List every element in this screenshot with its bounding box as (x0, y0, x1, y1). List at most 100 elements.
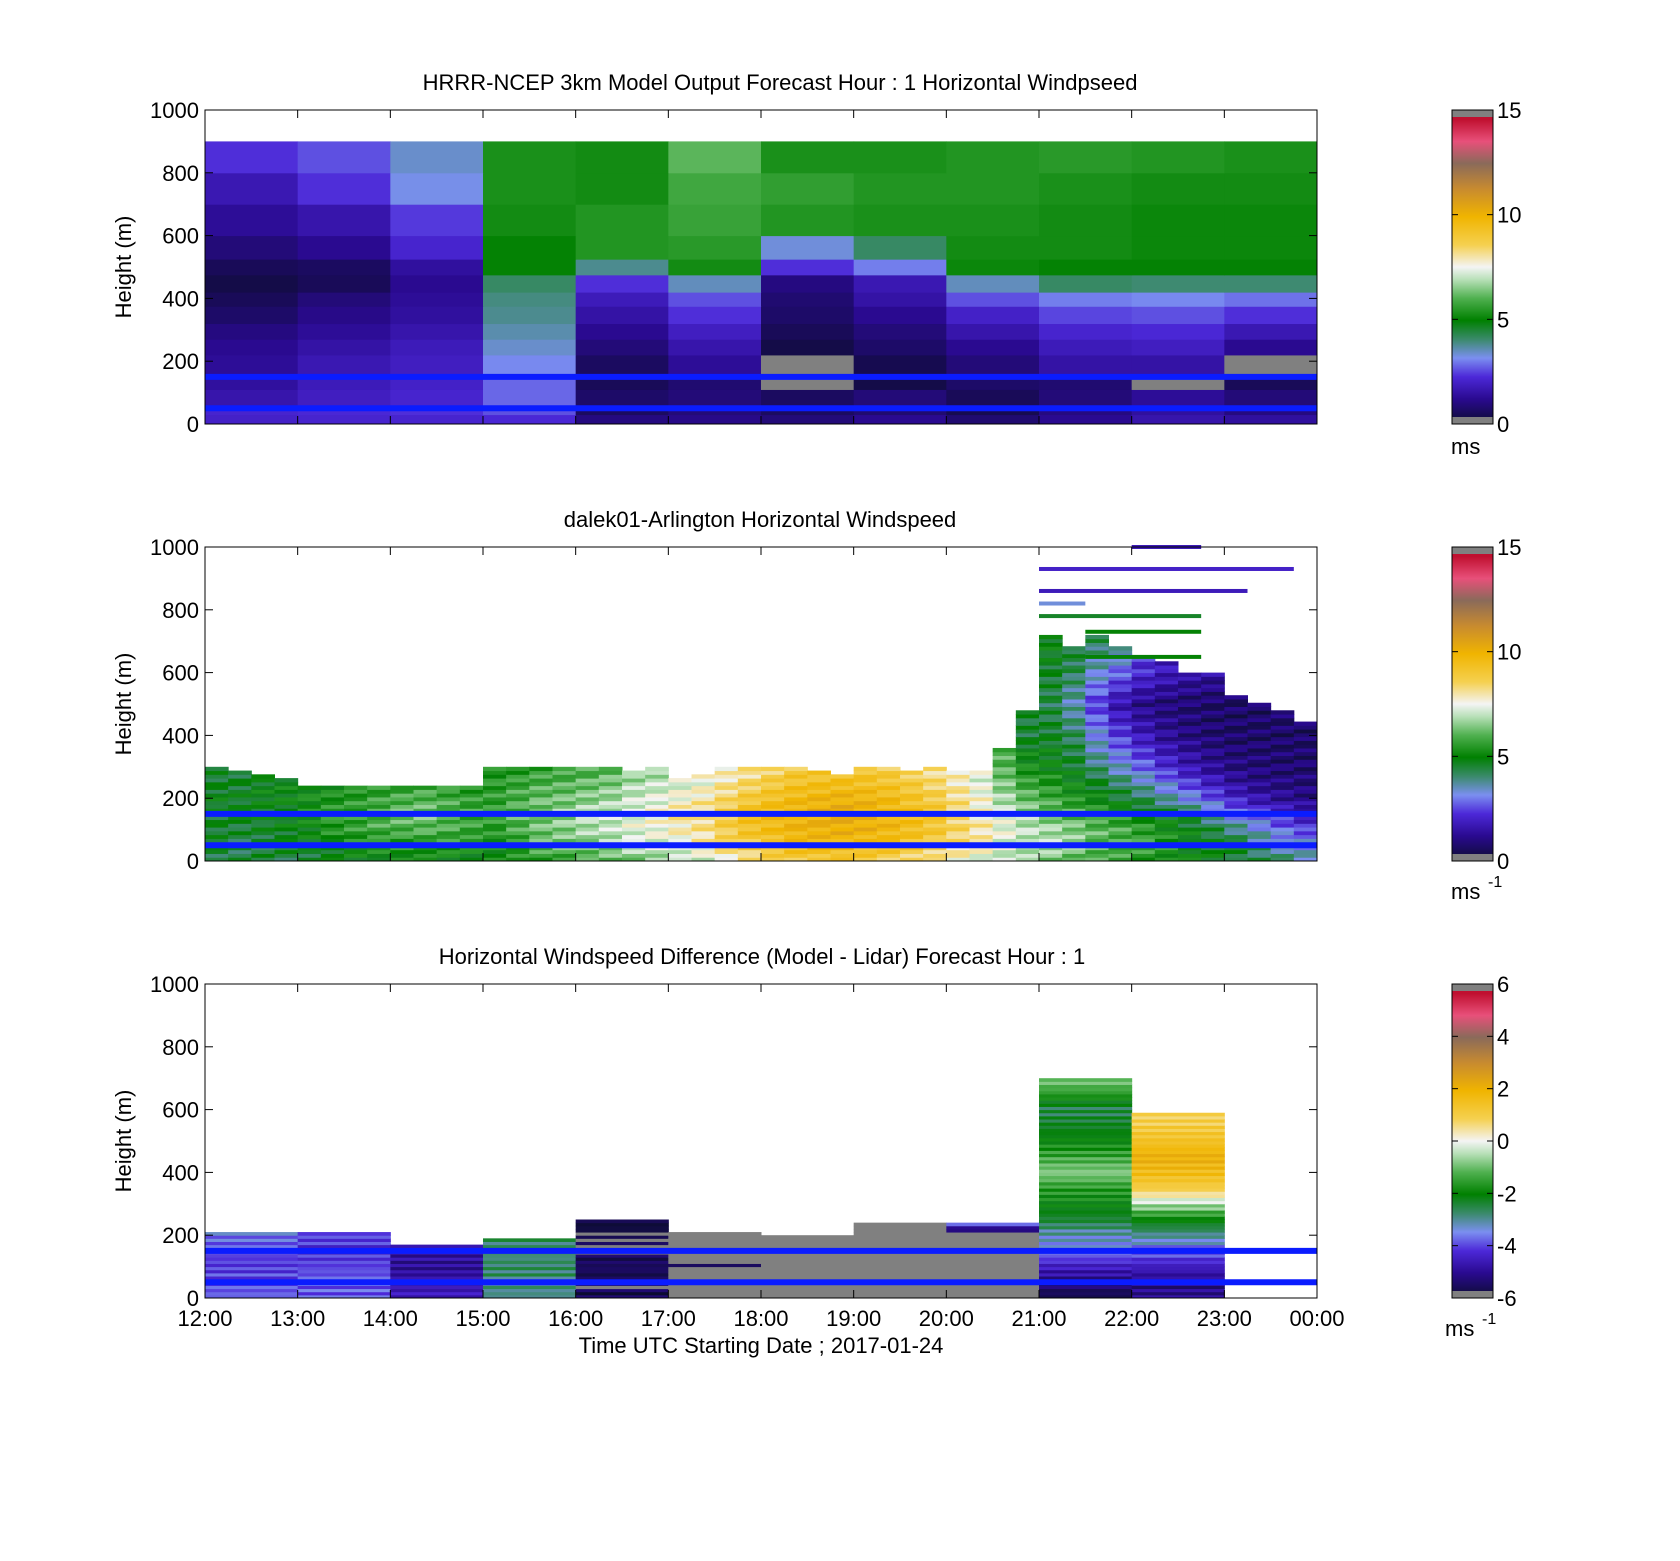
heatmap-cell (1293, 830, 1318, 836)
heatmap-cell (830, 774, 855, 779)
heatmap-cell (1270, 849, 1295, 854)
heatmap-cell (205, 1263, 299, 1268)
heatmap-cell (1178, 676, 1202, 681)
heatmap-cell (1085, 830, 1109, 836)
heatmap-cell (1062, 770, 1086, 775)
colorbar-over-cap (1452, 110, 1493, 117)
heatmap-cell (1039, 736, 1063, 741)
heatmap-cell (876, 838, 901, 843)
heatmap-cell (1247, 725, 1272, 730)
heatmap-cell (807, 849, 831, 854)
heatmap-cell (853, 1225, 947, 1230)
colorbar-tick-label: 0 (1497, 849, 1509, 874)
heatmap-cell (876, 770, 901, 775)
heatmap-cell (459, 800, 484, 805)
heatmap-cell (1062, 744, 1086, 749)
heatmap-cell (853, 1257, 947, 1261)
heatmap-cell (436, 827, 461, 832)
heatmap-cell (390, 834, 414, 839)
heatmap-cell (251, 830, 275, 836)
heatmap-cell (1131, 1166, 1225, 1170)
heatmap-cell (761, 770, 785, 775)
heatmap-cell (969, 815, 994, 821)
heatmap-cell (575, 785, 600, 790)
heatmap-cell (1131, 235, 1225, 260)
x-tick-label: 20:00 (919, 1306, 974, 1331)
heatmap-cell (784, 819, 808, 824)
heatmap-cell (483, 849, 507, 854)
heatmap-cell (1270, 819, 1295, 824)
sparse-row-segment (1039, 566, 1294, 571)
heatmap-cell (645, 793, 669, 798)
heatmap-cell (761, 853, 785, 858)
heatmap-cell (598, 849, 623, 854)
heatmap-cell (946, 1232, 1040, 1236)
heatmap-cell (1247, 849, 1272, 854)
heatmap-cell (691, 800, 716, 805)
heatmap-cell (1224, 781, 1248, 787)
heatmap-cell (1108, 672, 1133, 677)
heatmap-cell (1224, 141, 1318, 174)
heatmap-cell (1154, 710, 1179, 715)
heatmap-cell (344, 819, 368, 824)
heatmap-cell (344, 800, 368, 805)
heatmap-cell (529, 793, 553, 798)
heatmap-cell (1062, 698, 1086, 704)
heatmap-cell (297, 1269, 391, 1274)
heatmap-cell (1085, 774, 1109, 779)
heatmap-cell (1085, 789, 1109, 794)
heatmap-cell (1131, 1200, 1225, 1205)
heatmap-cell (205, 1260, 299, 1264)
heatmap-cell (598, 827, 623, 832)
heatmap-cell (668, 1232, 762, 1236)
model-windspeed-panel: HRRR-NCEP 3km Model Output Forecast Hour… (111, 70, 1521, 459)
heatmap-cell (1154, 819, 1179, 824)
heatmap-cell (1178, 672, 1202, 677)
heatmap-cell (1224, 259, 1318, 276)
heatmap-cell (367, 838, 391, 843)
heatmap-cell (1039, 725, 1063, 730)
heatmap-cell (1201, 781, 1225, 787)
heatmap-cell (876, 774, 901, 779)
heatmap-cell (1154, 853, 1179, 858)
y-tick-label: 1000 (150, 972, 199, 997)
heatmap-cell (622, 857, 646, 862)
colorbar-tick-label: -4 (1497, 1234, 1517, 1259)
heatmap-cell (459, 853, 484, 858)
reference-lines (205, 810, 1317, 849)
heatmap-cell (668, 834, 692, 839)
heatmap-cell (575, 853, 600, 858)
heatmap-cell (900, 789, 924, 794)
heatmap-cell (761, 838, 785, 843)
heatmap-cell (413, 800, 438, 805)
heatmap-cell (830, 804, 855, 809)
heatmap-cell (1178, 785, 1202, 790)
heatmap-cell (506, 830, 530, 836)
heatmap-cell (1085, 785, 1109, 790)
heatmap-cell (1085, 657, 1109, 662)
heatmap-cell (1062, 755, 1086, 760)
heatmap-cell (1039, 668, 1063, 674)
heatmap-cell (483, 815, 507, 821)
heatmap-cell (737, 819, 762, 824)
heatmap-cell (622, 849, 646, 854)
heatmap-cell (483, 796, 507, 802)
heatmap-cell (1154, 785, 1179, 790)
heatmap-cell (459, 793, 484, 798)
heatmap-cell (807, 819, 831, 824)
heatmap-cell (1039, 1125, 1133, 1129)
heatmap-cell (1131, 676, 1156, 681)
heatmap-cell (1131, 751, 1156, 756)
heatmap-cell (784, 804, 808, 809)
heatmap-cell (320, 800, 345, 805)
heatmap-cell (1039, 834, 1063, 839)
heatmap-cell (1178, 759, 1202, 764)
heatmap-cell (737, 823, 762, 828)
heatmap-cell (552, 808, 577, 813)
heatmap-cell (1131, 1162, 1225, 1167)
heatmap-cell (1015, 789, 1040, 794)
heatmap-cell (946, 796, 970, 802)
heatmap-cell (1015, 747, 1040, 753)
heatmap-cell (1131, 725, 1156, 730)
